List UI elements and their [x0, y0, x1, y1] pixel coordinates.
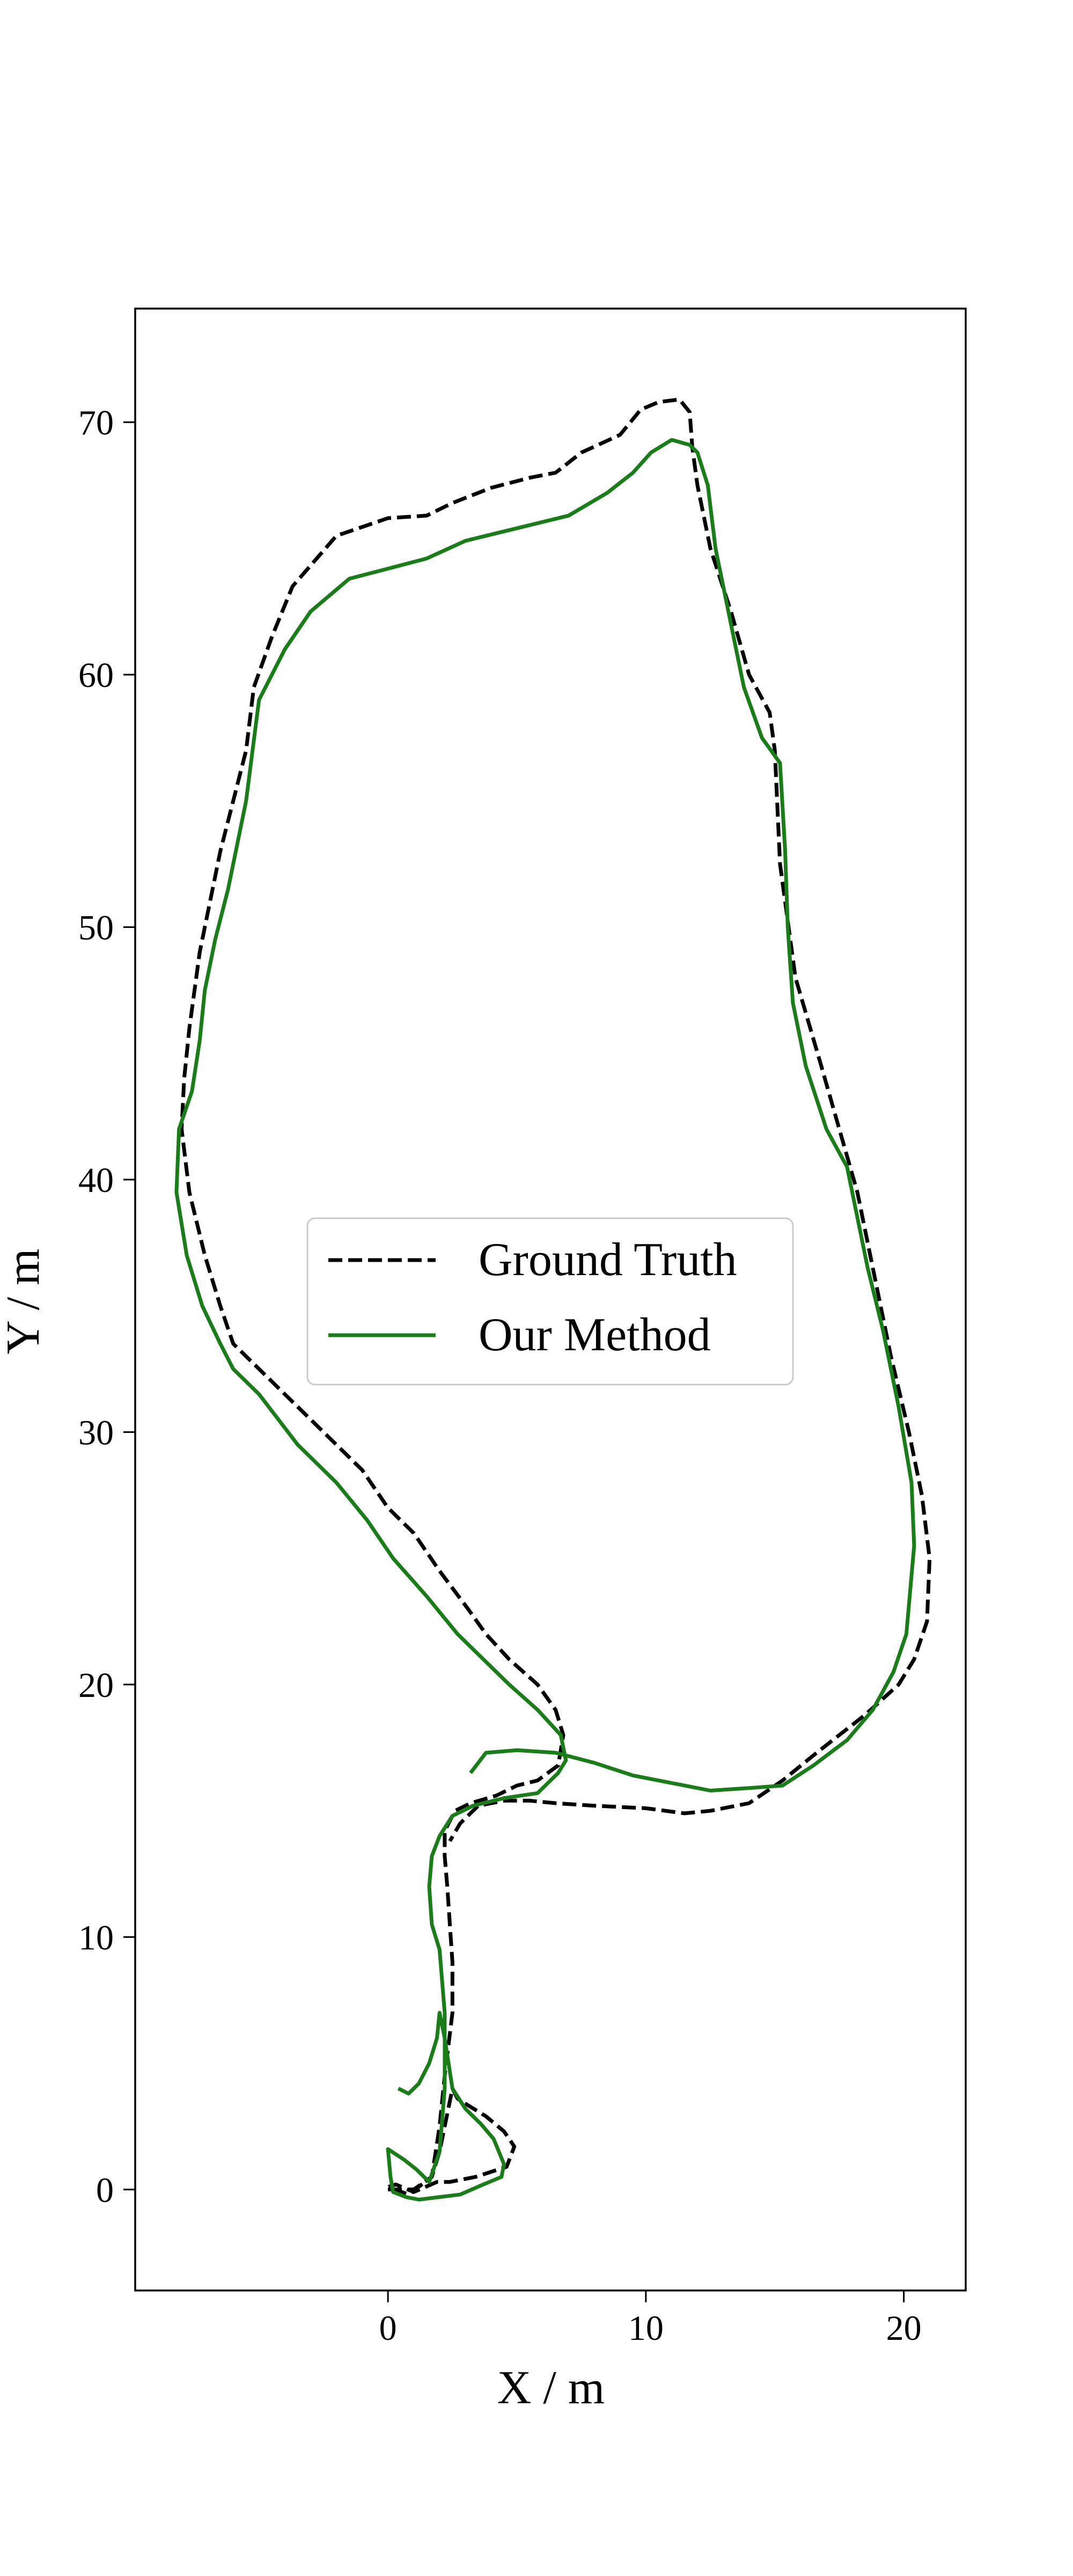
legend-label-0: Ground Truth [479, 1234, 737, 1286]
y-tick-label: 20 [78, 1666, 114, 1705]
y-tick-label: 30 [78, 1413, 114, 1452]
y-tick-label: 70 [78, 404, 114, 443]
legend-label-1: Our Method [479, 1309, 711, 1361]
axis-ticks: 0 10 20 0 10 20 30 40 50 60 70 [78, 404, 922, 2348]
series-line-1 [174, 438, 916, 2202]
x-axis-label: X / m [497, 2362, 605, 2414]
y-tick-label: 60 [78, 656, 114, 695]
x-tick-label: 10 [628, 2309, 664, 2348]
y-axis-label: Y / m [0, 1248, 49, 1354]
plot-area [134, 308, 967, 2292]
legend: Ground Truth Our Method [306, 1217, 794, 1386]
y-tick-label: 0 [96, 2171, 114, 2210]
x-tick-label: 20 [886, 2309, 922, 2348]
x-tick-label: 0 [379, 2309, 397, 2348]
series-line-0 [180, 397, 932, 2197]
axes-frame [134, 308, 967, 2292]
y-tick-label: 40 [78, 1161, 114, 1200]
y-tick-label: 10 [78, 1918, 114, 1957]
y-tick-label: 50 [78, 909, 114, 948]
